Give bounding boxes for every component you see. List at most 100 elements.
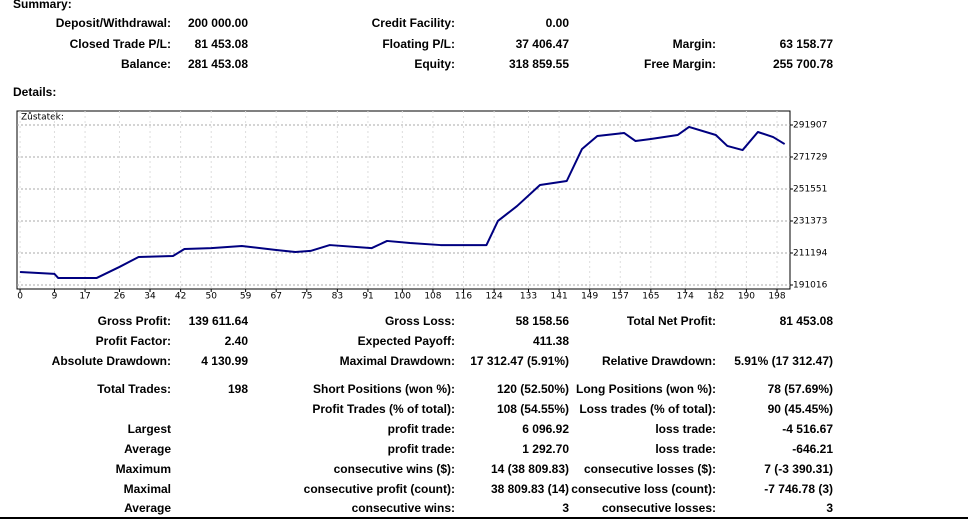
x-tick-label: 9 [52, 292, 58, 302]
plot-frame [16, 110, 791, 290]
field-label: Maximal [123, 482, 171, 496]
field-label: Balance: [120, 57, 171, 71]
x-tick-label: 157 [612, 292, 629, 302]
field-label: Maximum [115, 462, 171, 476]
field-label: Total Net Profit: [626, 314, 716, 328]
field-value: 318 859.55 [508, 57, 569, 71]
field-value: -7 746.78 (3) [764, 482, 833, 496]
x-tick-label: 182 [707, 292, 724, 302]
field-label: Maximal Drawdown: [339, 354, 455, 368]
field-label: Short Positions (won %): [313, 382, 455, 396]
field-label: Relative Drawdown: [601, 354, 716, 368]
field-label: loss trade: [655, 422, 716, 436]
x-tick-label: 75 [301, 292, 312, 302]
field-label: profit trade: [387, 442, 455, 456]
x-tick-label: 108 [424, 292, 441, 302]
y-tick-label: 191016 [793, 281, 828, 291]
x-tick-label: 174 [677, 292, 694, 302]
field-value: 58 158.56 [515, 314, 569, 328]
field-value: 5.91% (17 312.47) [734, 354, 833, 368]
field-value: 63 158.77 [779, 37, 833, 51]
field-value: 200 000.00 [187, 16, 248, 30]
summary-title: Summary: [13, 0, 72, 11]
field-label: Average [124, 501, 171, 515]
field-value: 198 [227, 382, 248, 396]
field-label: Free Margin: [643, 57, 716, 71]
field-label: consecutive losses: [601, 501, 716, 515]
field-label: Closed Trade P/L: [69, 37, 171, 51]
x-tick-label: 59 [240, 292, 252, 302]
field-value: 2.40 [224, 334, 248, 348]
field-label: profit trade: [387, 422, 455, 436]
x-tick-label: 141 [551, 292, 568, 302]
field-label: Gross Profit: [97, 314, 171, 328]
field-label: consecutive wins ($): [333, 462, 455, 476]
field-value: 255 700.78 [772, 57, 833, 71]
field-label: Absolute Drawdown: [51, 354, 171, 368]
field-label: consecutive losses ($): [583, 462, 716, 476]
field-label: Largest [127, 422, 171, 436]
field-label: consecutive loss (count): [571, 482, 716, 496]
field-value: 81 453.08 [779, 314, 833, 328]
field-value: 17 312.47 (5.91%) [470, 354, 569, 368]
field-label: loss trade: [655, 442, 716, 456]
field-value: 108 (54.55%) [496, 402, 569, 416]
field-label: Total Trades: [97, 382, 171, 396]
x-tick-label: 198 [768, 292, 785, 302]
x-tick-label: 149 [581, 292, 598, 302]
x-tick-label: 83 [332, 292, 343, 302]
field-value: 6 096.92 [522, 422, 569, 436]
field-label: Average [124, 442, 171, 456]
field-label: Equity: [414, 57, 455, 71]
field-value: 90 (45.45%) [767, 402, 833, 416]
x-tick-label: 42 [175, 292, 186, 302]
field-value: 37 406.47 [515, 37, 569, 51]
field-label: Profit Trades (% of total): [312, 402, 455, 416]
field-value: -4 516.67 [782, 422, 833, 436]
field-value: 281 453.08 [187, 57, 248, 71]
details-title: Details: [13, 85, 57, 99]
x-tick-label: 17 [79, 292, 90, 302]
field-label: Credit Facility: [371, 16, 455, 30]
field-label: Floating P/L: [382, 37, 455, 51]
field-label: consecutive profit (count): [303, 482, 455, 496]
x-tick-label: 67 [270, 292, 281, 302]
x-tick-label: 116 [455, 292, 472, 302]
y-tick-label: 211194 [793, 249, 828, 259]
chart-title: Zůstatek: [21, 112, 64, 123]
field-label: Margin: [672, 37, 716, 51]
field-label: Loss trades (% of total): [579, 402, 716, 416]
field-label: Expected Payoff: [357, 334, 455, 348]
x-tick-label: 133 [520, 292, 537, 302]
field-value: 3 [826, 501, 833, 515]
field-value: -646.21 [792, 442, 833, 456]
field-label: consecutive wins: [351, 501, 455, 515]
field-value: 7 (-3 390.31) [764, 462, 833, 476]
field-label: Gross Loss: [384, 314, 455, 328]
x-tick-label: 165 [642, 292, 659, 302]
y-tick-label: 271729 [793, 153, 828, 163]
x-tick-label: 0 [17, 292, 23, 302]
field-label: Deposit/Withdrawal: [55, 16, 171, 30]
y-tick-label: 291907 [793, 121, 827, 131]
x-tick-label: 34 [144, 292, 156, 302]
field-value: 78 (57.69%) [767, 382, 833, 396]
x-tick-label: 190 [738, 292, 755, 302]
x-tick-label: 26 [114, 292, 126, 302]
x-tick-label: 100 [394, 292, 411, 302]
field-value: 1 292.70 [522, 442, 569, 456]
field-value: 120 (52.50%) [496, 382, 569, 396]
field-label: Profit Factor: [95, 334, 171, 348]
field-value: 14 (38 809.83) [490, 462, 569, 476]
field-value: 411.38 [532, 334, 569, 348]
field-value: 81 453.08 [194, 37, 248, 51]
field-value: 139 611.64 [188, 314, 248, 328]
field-value: 38 809.83 (14) [490, 482, 569, 496]
field-value: 0.00 [545, 16, 569, 30]
balance-line [20, 125, 786, 280]
bottom-rule [0, 517, 968, 519]
x-tick-label: 124 [486, 292, 503, 302]
x-tick-label: 50 [205, 292, 217, 302]
x-tick-label: 91 [362, 292, 373, 302]
